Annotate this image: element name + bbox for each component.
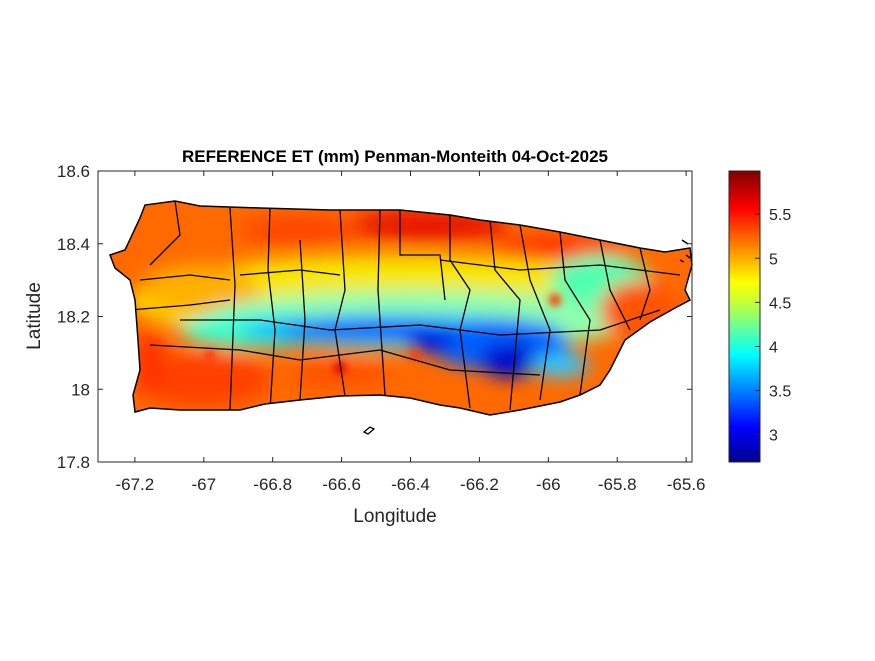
- x-axis-label: Longitude: [353, 506, 436, 527]
- y-axis-label: Latitude: [24, 282, 45, 350]
- y-tick-label: 18.2: [57, 308, 90, 327]
- x-tick-label: -66: [536, 475, 561, 494]
- y-tick-label: 17.8: [57, 453, 90, 472]
- caja-de-muertos-island: [362, 426, 376, 435]
- y-tick-label: 18.6: [57, 162, 90, 181]
- colorbar: [728, 170, 761, 463]
- y-axis: 17.8 18 18.2 18.4 18.6: [57, 162, 692, 472]
- colorbar-tick-label: 5: [769, 251, 778, 268]
- y-tick-label: 18: [71, 380, 90, 399]
- x-tick-label: -67: [191, 475, 216, 494]
- x-tick-label: -66.4: [391, 475, 430, 494]
- x-tick-label: -66.8: [253, 475, 292, 494]
- x-tick-label: -66.2: [460, 475, 499, 494]
- x-tick-label: -67.2: [115, 475, 154, 494]
- colorbar-tick-label: 5.5: [769, 207, 791, 224]
- municipality-boundaries: [129, 201, 681, 411]
- colorbar-ticks: 3 3.5 4 4.5 5 5.5: [755, 207, 791, 445]
- colorbar-tick-label: 3.5: [769, 384, 791, 401]
- x-tick-label: -65.6: [667, 475, 706, 494]
- x-tick-label: -65.8: [598, 475, 637, 494]
- x-tick-label: -66.6: [322, 475, 361, 494]
- colorbar-tick-label: 4: [769, 339, 778, 356]
- colorbar-tick-label: 4.5: [769, 295, 791, 312]
- chart-title: REFERENCE ET (mm) Penman-Monteith 04-Oct…: [182, 147, 608, 166]
- y-tick-label: 18.4: [57, 235, 90, 254]
- x-axis: -67.2 -67 -66.8 -66.6 -66.4 -66.2 -66 -65.8 -65.…: [115, 171, 706, 494]
- colorbar-tick-label: 3: [769, 428, 778, 445]
